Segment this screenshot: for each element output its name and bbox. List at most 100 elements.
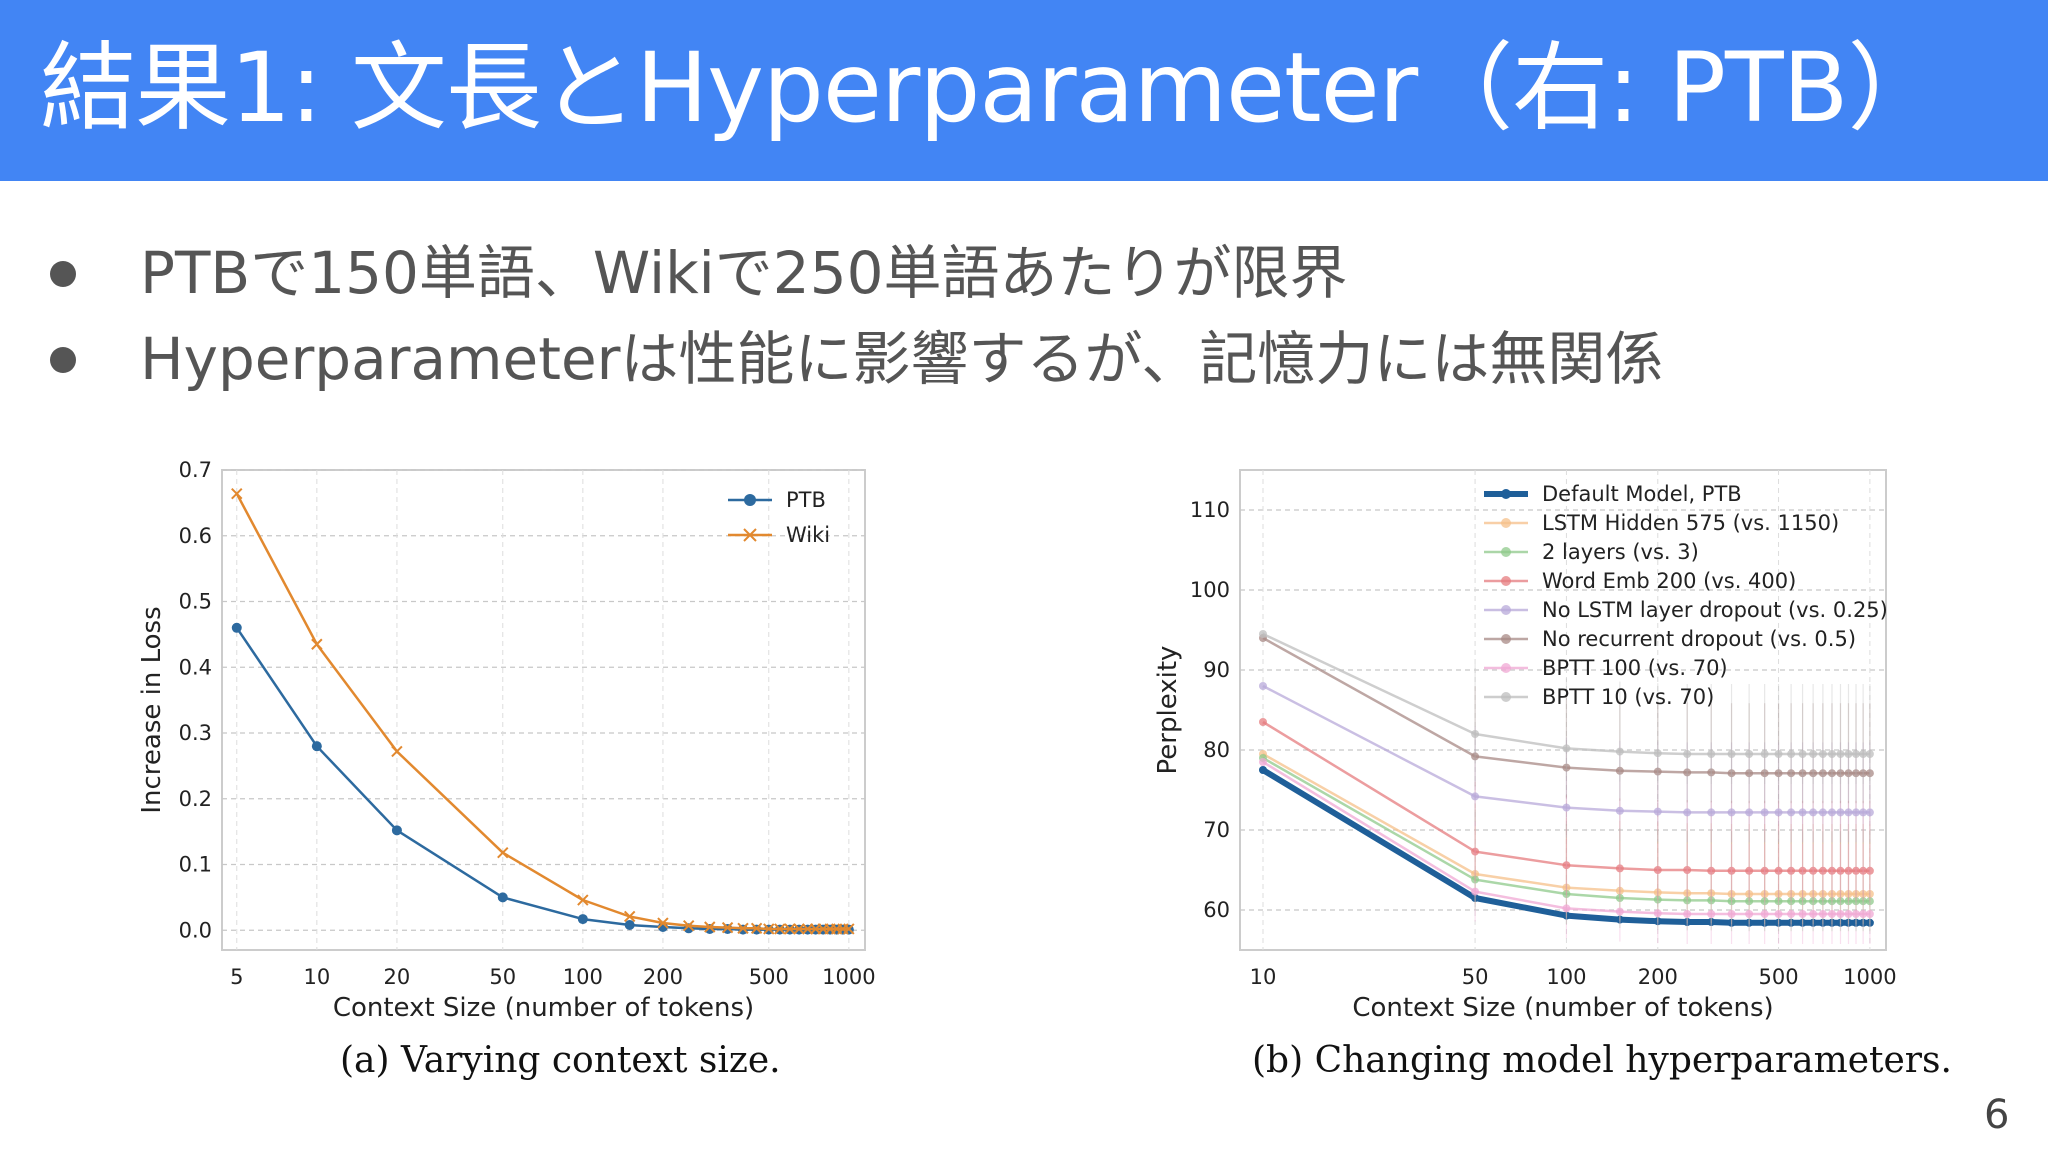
data-point — [1760, 769, 1769, 778]
data-point — [1798, 910, 1807, 918]
data-point — [1844, 866, 1853, 875]
x-tick-label: 100 — [1546, 965, 1586, 989]
data-point — [1727, 866, 1736, 875]
data-point — [1683, 768, 1692, 777]
data-point — [1653, 749, 1662, 758]
data-point — [1827, 918, 1836, 927]
data-point — [1818, 897, 1827, 906]
x-tick-label: 200 — [1638, 965, 1678, 989]
data-point — [1836, 897, 1845, 906]
data-point — [1471, 792, 1480, 801]
data-point — [1471, 752, 1480, 761]
slide-title: 結果1: 文長とHyperparameter（右: PTB） — [40, 32, 1943, 144]
legend-label: PTB — [786, 488, 826, 512]
data-point — [497, 846, 509, 859]
data-point — [1844, 808, 1853, 817]
x-tick-label: 10 — [1250, 965, 1277, 989]
data-point — [1787, 910, 1796, 918]
legend-marker — [1501, 489, 1511, 499]
legend-marker — [743, 528, 757, 542]
data-point — [774, 923, 786, 935]
data-point — [1852, 808, 1861, 817]
data-point — [1471, 847, 1480, 856]
legend-marker — [1501, 634, 1511, 644]
data-point — [1774, 769, 1783, 778]
data-point — [763, 923, 775, 935]
data-point — [1760, 897, 1769, 906]
y-tick-label: 0.1 — [179, 853, 212, 877]
data-point — [1859, 897, 1868, 906]
data-point — [1258, 766, 1267, 774]
data-point — [1787, 769, 1796, 778]
data-point — [1683, 918, 1692, 926]
y-tick-label: 70 — [1203, 818, 1230, 842]
page-number: 6 — [1984, 1092, 2010, 1138]
data-point — [1844, 918, 1853, 927]
x-tick-label: 1000 — [1843, 965, 1896, 989]
data-point — [1836, 910, 1845, 918]
data-point — [1471, 730, 1480, 738]
data-point — [843, 923, 855, 935]
y-tick-label: 0.6 — [179, 524, 212, 548]
data-point — [391, 745, 403, 758]
plot-area — [221, 469, 866, 951]
x-axis-label: Context Size (number of tokens) — [333, 993, 754, 1023]
data-point — [1471, 894, 1480, 902]
data-point — [1683, 750, 1692, 758]
data-point — [1827, 890, 1836, 898]
data-point — [1471, 870, 1480, 878]
data-point — [1844, 769, 1853, 778]
data-point — [1818, 890, 1827, 898]
legend-marker — [1501, 576, 1511, 586]
data-point — [1859, 769, 1868, 778]
data-point — [1809, 897, 1818, 906]
y-tick-label: 100 — [1190, 578, 1230, 602]
data-point — [704, 921, 716, 933]
data-point — [1798, 808, 1807, 817]
data-point — [657, 917, 669, 929]
data-point — [1774, 750, 1783, 758]
data-point — [1653, 917, 1662, 926]
data-point — [1787, 890, 1796, 898]
x-tick-label: 100 — [563, 965, 603, 989]
data-point — [1844, 910, 1853, 918]
data-point — [1760, 910, 1769, 918]
x-tick-label: 1000 — [822, 965, 875, 989]
data-point — [1615, 806, 1624, 815]
data-point — [1727, 769, 1736, 778]
data-point — [391, 825, 402, 836]
data-point — [1865, 808, 1874, 817]
y-tick-label: 90 — [1203, 658, 1230, 682]
data-point — [1727, 910, 1736, 918]
data-point — [1809, 910, 1818, 918]
data-point — [1809, 750, 1818, 758]
y-tick-label: 110 — [1190, 498, 1230, 522]
data-point — [1798, 866, 1807, 875]
legend-marker — [1501, 663, 1511, 673]
data-point — [1760, 918, 1769, 927]
legend-label: BPTT 10 (vs. 70) — [1542, 685, 1714, 709]
data-point — [1683, 910, 1692, 918]
data-point — [1683, 896, 1692, 905]
data-point — [1653, 895, 1662, 904]
data-point — [1653, 767, 1662, 776]
data-point — [1865, 866, 1874, 875]
data-point — [1562, 861, 1571, 870]
data-point — [1707, 918, 1716, 926]
data-point — [1809, 866, 1818, 875]
x-tick-label: 5 — [230, 965, 243, 989]
data-point — [1745, 769, 1754, 778]
data-point — [1562, 911, 1571, 920]
data-point — [682, 919, 695, 932]
data-point — [1818, 808, 1827, 817]
data-point — [1827, 769, 1836, 778]
data-point — [1809, 918, 1818, 927]
data-point — [1852, 866, 1861, 875]
caption-b: (b) Changing model hyperparameters. — [1252, 1040, 1952, 1081]
data-point — [1258, 682, 1267, 690]
data-point — [1836, 808, 1845, 817]
data-point — [1859, 866, 1868, 875]
y-tick-label: 0.2 — [179, 787, 212, 811]
data-point — [1818, 750, 1827, 758]
data-point — [1653, 866, 1662, 874]
